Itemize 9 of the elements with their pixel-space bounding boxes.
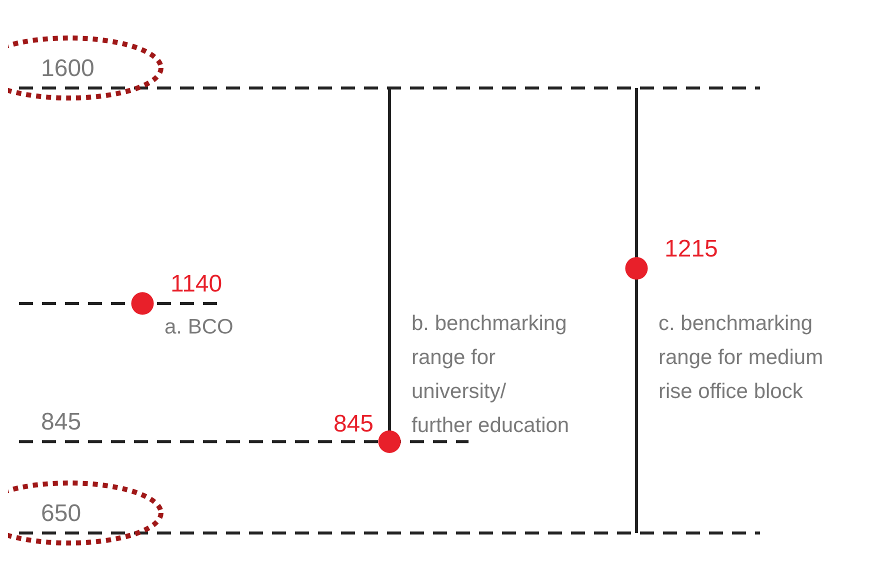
data-label: 1215 (664, 235, 718, 262)
y-tick-label: 1600 (41, 55, 94, 82)
data-label: 845 (333, 410, 374, 438)
x-tick-label: b. benchmarking range for university/ further education (412, 312, 570, 437)
y-tick-label: 845 (41, 408, 82, 436)
data-label: 1140 (170, 270, 222, 298)
x-tick-label: c. benchmarking range for medium rise office block (658, 312, 824, 403)
y-tick-label: 650 (41, 500, 82, 527)
x-tick-label: a. BCO (164, 315, 234, 338)
